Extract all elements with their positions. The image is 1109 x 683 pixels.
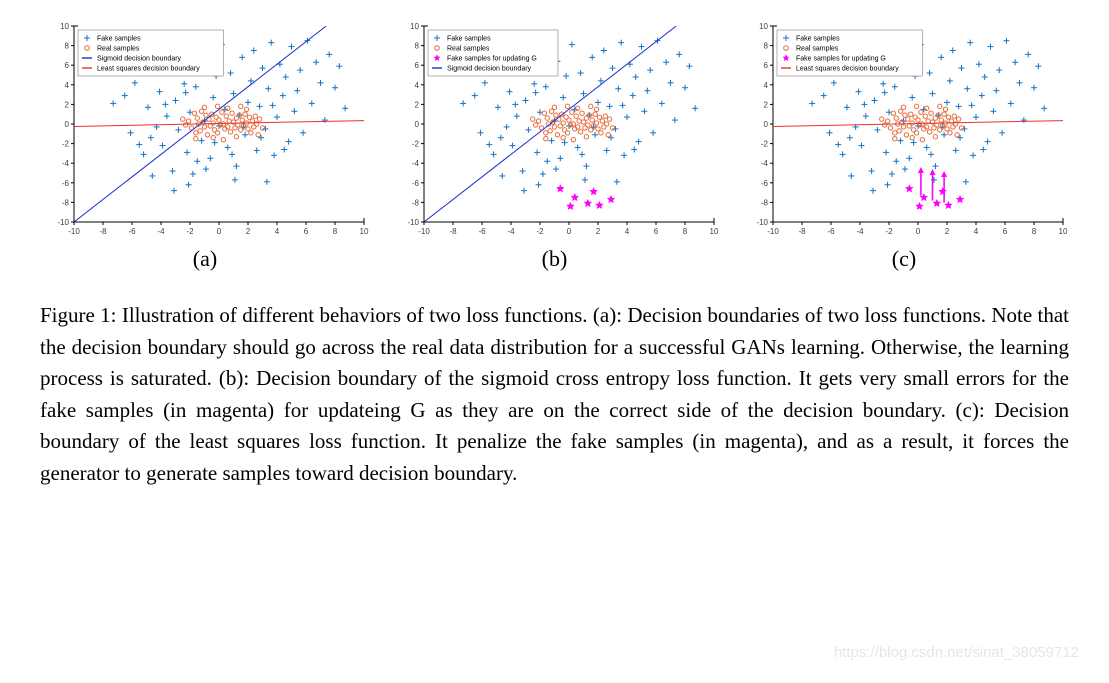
svg-text:0: 0 [65,120,70,129]
svg-text:Fake samples for updating G: Fake samples for updating G [447,56,537,63]
panel-b-label: (b) [542,246,568,272]
svg-text:-4: -4 [761,159,769,168]
svg-text:-6: -6 [411,179,419,188]
plot-b: -10-10 -8 -8 -6 -6 -4 -4 -2 -2 0 0 2 2 4 4 6 6 8 8 10 10 Fake… [390,20,720,240]
figure-caption: Figure 1: Illustration of different beha… [40,300,1069,489]
panel-c: -10-10 -8 -8 -6 -6 -4 -4 -2 -2 0 0 2 2 4 4 6 6 8 8 10 10 Fake… [739,20,1069,272]
panel-a-label: (a) [193,246,217,272]
svg-text:-8: -8 [798,227,806,236]
svg-text:-10: -10 [767,227,779,236]
svg-text:10: 10 [60,22,69,31]
svg-text:Least squares decision boundar: Least squares decision boundary [796,66,899,73]
svg-text:10: 10 [410,22,419,31]
svg-text:-10: -10 [418,227,430,236]
svg-text:-6: -6 [128,227,136,236]
svg-text:Fake samples: Fake samples [796,36,840,43]
svg-text:0: 0 [217,227,222,236]
svg-text:-8: -8 [761,198,769,207]
svg-text:-4: -4 [62,159,70,168]
svg-text:0: 0 [764,120,769,129]
svg-text:10: 10 [360,227,369,236]
svg-text:6: 6 [764,61,769,70]
figure-panels: -10-10-8-8-6-6-4-4-2-200224466881010Fake… [40,20,1069,272]
svg-text:-6: -6 [827,227,835,236]
svg-text:10: 10 [759,22,768,31]
svg-text:-10: -10 [407,218,419,227]
svg-text:Least squares decision boundar: Least squares decision boundary [97,66,200,73]
svg-text:-2: -2 [536,227,544,236]
svg-text:-10: -10 [68,227,80,236]
svg-text:Real samples: Real samples [97,46,140,53]
svg-text:0: 0 [414,120,419,129]
svg-text:6: 6 [1003,227,1008,236]
panel-a: -10-10 -8 -8 -6 -6 -4 -4 -2 -2 0 0 2 2 4 4 6 6 8 8 10 10 Fake… [40,20,370,272]
svg-text:-10: -10 [756,218,768,227]
panel-c-label: (c) [892,246,916,272]
svg-text:2: 2 [945,227,950,236]
svg-text:10: 10 [1059,227,1068,236]
svg-text:-6: -6 [62,179,70,188]
svg-text:Sigmoid decision boundary: Sigmoid decision boundary [447,66,532,73]
svg-text:10: 10 [709,227,718,236]
svg-text:2: 2 [65,100,70,109]
svg-text:-6: -6 [478,227,486,236]
svg-text:4: 4 [974,227,979,236]
svg-text:2: 2 [595,227,600,236]
svg-text:-2: -2 [761,140,769,149]
svg-text:Fake samples for updating G: Fake samples for updating G [796,56,886,63]
svg-text:-8: -8 [99,227,107,236]
svg-text:2: 2 [764,100,769,109]
svg-text:Real samples: Real samples [447,46,490,53]
svg-text:2: 2 [246,227,251,236]
svg-text:-8: -8 [62,198,70,207]
svg-text:Sigmoid decision boundary: Sigmoid decision boundary [97,56,182,63]
svg-text:0: 0 [566,227,571,236]
svg-text:4: 4 [414,81,419,90]
svg-text:8: 8 [333,227,338,236]
svg-text:Fake samples: Fake samples [97,36,141,43]
svg-text:-2: -2 [411,140,419,149]
watermark-text: https://blog.csdn.net/sinat_38059712 [834,644,1079,661]
svg-text:8: 8 [414,42,419,51]
svg-text:Real samples: Real samples [796,46,839,53]
svg-text:8: 8 [1032,227,1037,236]
svg-text:-4: -4 [157,227,165,236]
svg-text:6: 6 [65,61,70,70]
svg-text:4: 4 [624,227,629,236]
svg-text:6: 6 [304,227,309,236]
svg-text:-4: -4 [856,227,864,236]
svg-text:8: 8 [65,42,70,51]
svg-text:2: 2 [414,100,419,109]
svg-text:-4: -4 [507,227,515,236]
svg-text:6: 6 [414,61,419,70]
svg-text:4: 4 [764,81,769,90]
svg-text:-2: -2 [885,227,893,236]
panel-b: -10-10 -8 -8 -6 -6 -4 -4 -2 -2 0 0 2 2 4 4 6 6 8 8 10 10 Fake… [390,20,720,272]
svg-text:0: 0 [916,227,921,236]
svg-text:8: 8 [682,227,687,236]
svg-text:-6: -6 [761,179,769,188]
svg-text:4: 4 [65,81,70,90]
svg-text:4: 4 [275,227,280,236]
svg-text:Fake samples: Fake samples [447,36,491,43]
svg-text:6: 6 [653,227,658,236]
svg-text:8: 8 [764,42,769,51]
svg-text:-8: -8 [449,227,457,236]
plot-a: -10-10 -8 -8 -6 -6 -4 -4 -2 -2 0 0 2 2 4 4 6 6 8 8 10 10 Fake… [40,20,370,240]
svg-text:-2: -2 [186,227,194,236]
svg-text:-4: -4 [411,159,419,168]
svg-text:-2: -2 [62,140,70,149]
plot-c: -10-10 -8 -8 -6 -6 -4 -4 -2 -2 0 0 2 2 4 4 6 6 8 8 10 10 Fake… [739,20,1069,240]
svg-text:-10: -10 [57,218,69,227]
svg-text:-8: -8 [411,198,419,207]
